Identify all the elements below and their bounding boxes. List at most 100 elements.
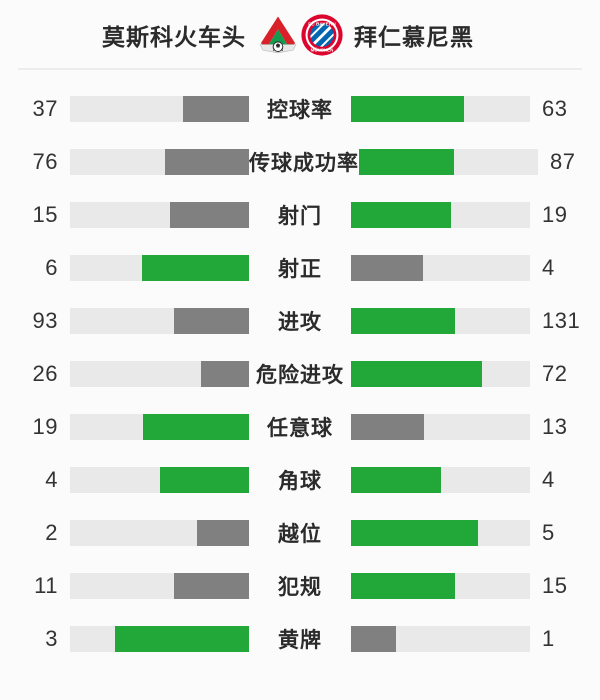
home-value: 3: [45, 625, 58, 651]
away-team: FC BAYERN MÜNCHEN 拜仁慕尼黑: [300, 13, 530, 57]
stat-rows-list: 37 控球率 63 76 传球成功率 87 15 射门 19 6 射正 4 93 进攻 131 26 危险进攻 7…: [0, 70, 600, 700]
stat-row: 26 危险进攻 72: [0, 347, 600, 400]
lokomotiv-moscow-crest-icon: [256, 13, 300, 57]
home-team: 莫斯科火车头: [70, 13, 300, 57]
stat-row: 6 射正 4: [0, 241, 600, 294]
away-value: 13: [542, 413, 568, 439]
home-bar-track: [70, 95, 249, 122]
stat-label: 角球: [278, 469, 322, 493]
away-bar-track: [351, 201, 530, 228]
stat-row: 37 控球率 63: [0, 82, 600, 135]
home-bar-fill: [200, 360, 249, 387]
away-bar-fill: [351, 625, 396, 652]
away-team-name: 拜仁慕尼黑: [354, 24, 474, 50]
stat-row: 76 传球成功率 87: [0, 135, 600, 188]
away-bar-track: [351, 413, 530, 440]
away-bar-fill: [351, 360, 482, 387]
home-value: 11: [34, 572, 58, 598]
home-value: 37: [32, 95, 58, 121]
home-bar-fill: [164, 148, 249, 175]
stat-label: 黄牌: [278, 628, 322, 652]
home-value: 93: [32, 307, 58, 333]
home-bar-track: [70, 572, 249, 599]
away-value: 4: [542, 466, 555, 492]
home-bar-fill: [159, 466, 249, 493]
home-value: 15: [32, 201, 58, 227]
header-divider: [18, 68, 582, 70]
stat-label: 任意球: [267, 416, 333, 440]
away-value: 5: [542, 519, 555, 545]
stat-label: 危险进攻: [256, 363, 344, 387]
away-value: 19: [542, 201, 568, 227]
stat-row: 11 犯规 15: [0, 559, 600, 612]
home-value: 4: [45, 466, 58, 492]
stat-row: 15 射门 19: [0, 188, 600, 241]
away-value: 131: [542, 307, 581, 333]
away-bar-fill: [351, 254, 423, 281]
home-bar-track: [70, 519, 249, 546]
away-bar-track: [351, 625, 530, 652]
away-value: 15: [542, 572, 568, 598]
away-value: 4: [542, 254, 555, 280]
away-bar-track: [351, 95, 530, 122]
home-bar-track: [70, 360, 249, 387]
home-value: 26: [32, 360, 58, 386]
away-bar-fill: [351, 519, 479, 546]
away-bar-fill: [351, 466, 441, 493]
home-bar-track: [70, 625, 249, 652]
home-bar-track: [70, 466, 249, 493]
home-bar-track: [70, 307, 249, 334]
stat-row: 2 越位 5: [0, 506, 600, 559]
away-bar-track: [359, 148, 538, 175]
home-value: 2: [45, 519, 58, 545]
stat-label: 射门: [278, 204, 322, 228]
away-value: 63: [542, 95, 568, 121]
away-bar-track: [351, 254, 530, 281]
away-bar-track: [351, 519, 530, 546]
home-team-name: 莫斯科火车头: [102, 24, 246, 50]
home-value: 76: [32, 148, 58, 174]
stat-label: 射正: [278, 257, 322, 281]
away-bar-fill: [351, 413, 425, 440]
home-bar-fill: [197, 519, 249, 546]
home-bar-track: [70, 201, 249, 228]
home-bar-fill: [141, 254, 249, 281]
home-bar-fill: [173, 307, 249, 334]
home-bar-fill: [182, 95, 249, 122]
home-bar-track: [70, 254, 249, 281]
away-bar-track: [351, 466, 530, 493]
home-bar-fill: [114, 625, 249, 652]
away-value: 72: [542, 360, 568, 386]
away-bar-fill: [351, 572, 455, 599]
svg-text:MÜNCHEN: MÜNCHEN: [311, 47, 334, 53]
home-bar-fill: [143, 413, 249, 440]
stat-label: 越位: [278, 522, 322, 546]
home-bar-track: [70, 413, 249, 440]
stat-label: 进攻: [278, 310, 322, 334]
away-bar-fill: [351, 307, 455, 334]
home-bar-fill: [173, 572, 249, 599]
away-bar-fill: [359, 148, 454, 175]
stat-row: 19 任意球 13: [0, 400, 600, 453]
home-value: 19: [32, 413, 58, 439]
away-bar-track: [351, 572, 530, 599]
stat-row: 3 黄牌 1: [0, 612, 600, 665]
away-bar-track: [351, 360, 530, 387]
away-bar-track: [351, 307, 530, 334]
away-value: 1: [542, 625, 555, 651]
stat-row: 93 进攻 131: [0, 294, 600, 347]
svg-text:FC BAYERN: FC BAYERN: [308, 21, 336, 27]
stat-label: 控球率: [267, 98, 333, 122]
stat-label: 犯规: [278, 575, 322, 599]
home-value: 6: [45, 254, 58, 280]
home-bar-fill: [170, 201, 249, 228]
home-bar-track: [70, 148, 249, 175]
teams-header: 莫斯科火车头: [0, 0, 600, 70]
away-bar-fill: [351, 201, 452, 228]
away-value: 87: [550, 148, 576, 174]
bayern-munich-crest-icon: FC BAYERN MÜNCHEN: [300, 13, 344, 57]
stat-row: 4 角球 4: [0, 453, 600, 506]
away-bar-fill: [351, 95, 464, 122]
stat-label: 传球成功率: [249, 151, 359, 175]
